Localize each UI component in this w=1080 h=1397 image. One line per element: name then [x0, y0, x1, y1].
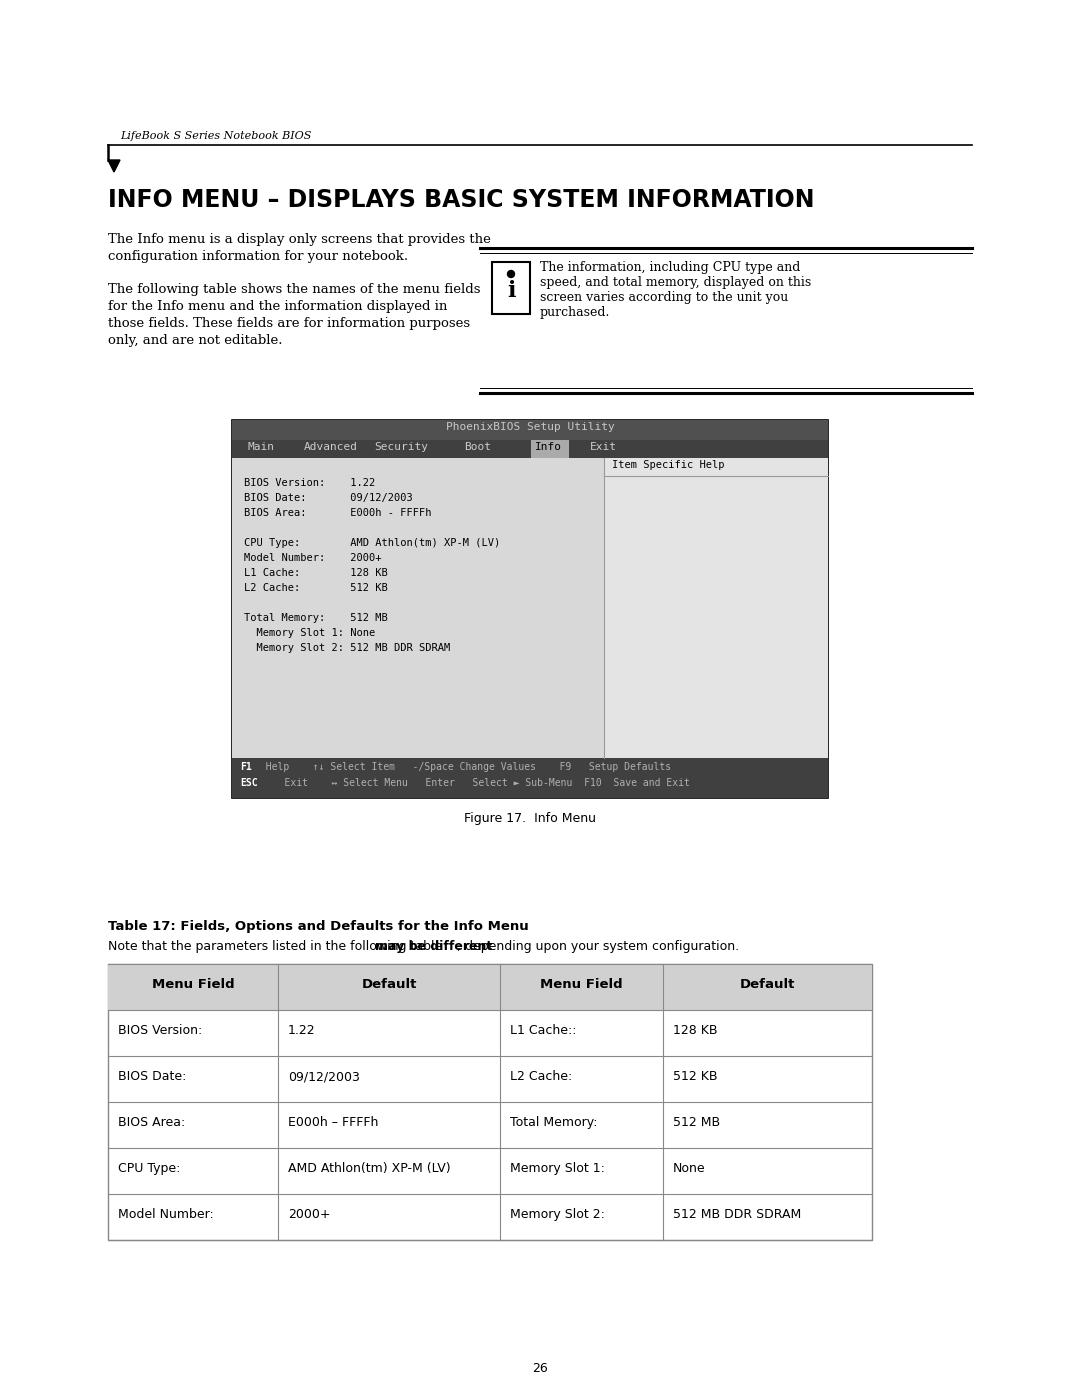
Text: purchased.: purchased.	[540, 306, 610, 319]
Text: Advanced: Advanced	[303, 441, 357, 453]
Text: Security: Security	[374, 441, 428, 453]
Text: 09/12/2003: 09/12/2003	[288, 1070, 360, 1083]
Bar	[232, 458, 604, 759]
Text: INFO MENU – DISPLAYS BASIC SYSTEM INFORMATION: INFO MENU – DISPLAYS BASIC SYSTEM INFORM…	[108, 189, 814, 212]
Text: BIOS Version:    1.22: BIOS Version: 1.22	[244, 478, 375, 488]
Text: Info: Info	[535, 441, 562, 453]
Bar	[232, 420, 828, 798]
Text: L2 Cache:: L2 Cache:	[510, 1070, 572, 1083]
Text: The Info menu is a display only screens that provides the: The Info menu is a display only screens …	[108, 233, 491, 246]
Text: 512 MB DDR SDRAM: 512 MB DDR SDRAM	[673, 1208, 801, 1221]
Text: speed, and total memory, displayed on this: speed, and total memory, displayed on th…	[540, 277, 811, 289]
Text: i: i	[507, 279, 515, 302]
Text: 512 KB: 512 KB	[673, 1070, 717, 1083]
Text: screen varies according to the unit you: screen varies according to the unit you	[540, 291, 788, 305]
Text: 26: 26	[532, 1362, 548, 1375]
Text: Memory Slot 2:: Memory Slot 2:	[510, 1208, 605, 1221]
Text: Model Number:: Model Number:	[118, 1208, 214, 1221]
Text: Help    ↑↓ Select Item   -/Space Change Values    F9   Setup Defaults: Help ↑↓ Select Item -/Space Change Value…	[254, 761, 671, 773]
Text: The information, including CPU type and: The information, including CPU type and	[540, 261, 800, 274]
Text: AMD Athlon(tm) XP-M (LV): AMD Athlon(tm) XP-M (LV)	[288, 1162, 450, 1175]
Text: for the Info menu and the information displayed in: for the Info menu and the information di…	[108, 300, 447, 313]
Text: Exit: Exit	[590, 441, 617, 453]
Bar	[531, 440, 569, 458]
Text: Item Specific Help: Item Specific Help	[612, 460, 725, 469]
Text: Memory Slot 1:: Memory Slot 1:	[510, 1162, 605, 1175]
Text: CPU Type:: CPU Type:	[118, 1162, 180, 1175]
Bar	[604, 458, 828, 759]
Text: BIOS Version:: BIOS Version:	[118, 1024, 202, 1037]
Bar	[232, 759, 828, 798]
Text: Boot: Boot	[464, 441, 491, 453]
Text: Menu Field: Menu Field	[540, 978, 622, 990]
Text: LifeBook S Series Notebook BIOS: LifeBook S Series Notebook BIOS	[120, 131, 311, 141]
Text: Figure 17.  Info Menu: Figure 17. Info Menu	[464, 812, 596, 826]
Text: CPU Type:        AMD Athlon(tm) XP-M (LV): CPU Type: AMD Athlon(tm) XP-M (LV)	[244, 538, 500, 548]
Text: ESC: ESC	[240, 778, 258, 788]
Bar	[108, 964, 872, 1010]
Bar	[232, 420, 828, 440]
Text: Default: Default	[740, 978, 795, 990]
Text: configuration information for your notebook.: configuration information for your noteb…	[108, 250, 408, 263]
Text: BIOS Area:: BIOS Area:	[118, 1116, 186, 1129]
Text: L1 Cache::: L1 Cache::	[510, 1024, 577, 1037]
Text: F1: F1	[240, 761, 252, 773]
Text: None: None	[673, 1162, 705, 1175]
Text: only, and are not editable.: only, and are not editable.	[108, 334, 283, 346]
Polygon shape	[108, 161, 120, 172]
Text: Total Memory:    512 MB: Total Memory: 512 MB	[244, 613, 388, 623]
Text: 512 MB: 512 MB	[673, 1116, 720, 1129]
Text: Note that the parameters listed in the following table: Note that the parameters listed in the f…	[108, 940, 446, 953]
Bar	[232, 440, 828, 458]
Text: BIOS Date:       09/12/2003: BIOS Date: 09/12/2003	[244, 493, 413, 503]
Text: BIOS Area:       E000h - FFFFh: BIOS Area: E000h - FFFFh	[244, 509, 432, 518]
Text: L2 Cache:        512 KB: L2 Cache: 512 KB	[244, 583, 388, 592]
Text: L1 Cache:        128 KB: L1 Cache: 128 KB	[244, 569, 388, 578]
Bar	[108, 964, 872, 1241]
Text: PhoenixBIOS Setup Utility: PhoenixBIOS Setup Utility	[446, 422, 615, 432]
Text: The following table shows the names of the menu fields: The following table shows the names of t…	[108, 284, 481, 296]
Text: 2000+: 2000+	[288, 1208, 330, 1221]
Text: Exit    ↔ Select Menu   Enter   Select ► Sub-Menu  F10  Save and Exit: Exit ↔ Select Menu Enter Select ► Sub-Me…	[261, 778, 690, 788]
Text: 128 KB: 128 KB	[673, 1024, 717, 1037]
Circle shape	[508, 271, 514, 278]
Text: those fields. These fields are for information purposes: those fields. These fields are for infor…	[108, 317, 470, 330]
Text: Total Memory:: Total Memory:	[510, 1116, 597, 1129]
Text: Main: Main	[247, 441, 274, 453]
Text: , depending upon your system configuration.: , depending upon your system configurati…	[457, 940, 740, 953]
Text: Table 17: Fields, Options and Defaults for the Info Menu: Table 17: Fields, Options and Defaults f…	[108, 921, 529, 933]
Text: Model Number:    2000+: Model Number: 2000+	[244, 553, 381, 563]
Text: E000h – FFFFh: E000h – FFFFh	[288, 1116, 378, 1129]
Text: Default: Default	[362, 978, 417, 990]
Text: 1.22: 1.22	[288, 1024, 315, 1037]
Text: Memory Slot 1: None: Memory Slot 1: None	[244, 629, 375, 638]
Text: Menu Field: Menu Field	[151, 978, 234, 990]
Text: may be different: may be different	[375, 940, 492, 953]
Text: BIOS Date:: BIOS Date:	[118, 1070, 187, 1083]
Text: Memory Slot 2: 512 MB DDR SDRAM: Memory Slot 2: 512 MB DDR SDRAM	[244, 643, 450, 652]
Bar	[492, 263, 530, 314]
